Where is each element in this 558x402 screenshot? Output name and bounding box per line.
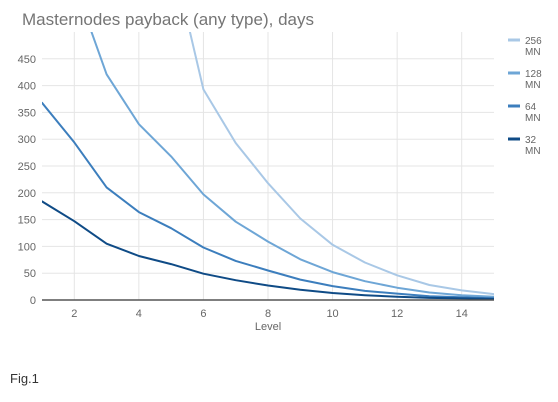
y-tick-label: 200 (18, 188, 36, 200)
x-tick-label: 6 (200, 308, 206, 320)
legend-item: 32 MN (508, 135, 541, 157)
legend-item: 256 MN (508, 36, 542, 58)
y-tick-label: 400 (18, 81, 36, 93)
series-line (90, 32, 494, 298)
legend-label: 64 MN (525, 102, 541, 124)
series-line (42, 101, 494, 300)
y-tick-label: 100 (18, 241, 36, 253)
x-tick-label: 8 (265, 308, 271, 320)
x-tick-label: 2 (71, 308, 77, 320)
chart: 0 50 100 150 200 250 300 350 400 450 2 4 6 8 10 12 14 25… (18, 10, 542, 333)
figure-caption: Fig.1 (10, 371, 39, 386)
x-tick-label: 10 (326, 308, 338, 320)
legend: 256 MN 128 MN 64 MN 32 MN (508, 36, 542, 157)
legend-label: 128 MN (525, 69, 542, 91)
y-tick-label: 300 (18, 134, 36, 146)
x-tick-label: 12 (391, 308, 403, 320)
chart-svg: 0 50 100 150 200 250 300 350 400 450 2 4 6 8 10 12 14 25… (18, 10, 542, 333)
series-layer (42, 32, 494, 300)
y-tick-label: 350 (18, 107, 36, 119)
series-line (188, 32, 494, 296)
series-clip-group (42, 32, 494, 300)
x-tick-label: 4 (136, 308, 142, 320)
y-tick-label: 250 (18, 161, 36, 173)
legend-label: 32 MN (525, 135, 541, 157)
legend-item: 128 MN (508, 69, 542, 91)
y-tick-label: 0 (30, 295, 36, 307)
grid-layer (42, 32, 494, 300)
x-tick-label: 14 (456, 308, 468, 320)
axis-layer: 0 50 100 150 200 250 300 350 400 450 2 4 6 8 10 12 14 (18, 54, 494, 320)
legend-item: 64 MN (508, 102, 541, 124)
series-line (42, 200, 494, 300)
x-axis-title: Level (255, 321, 281, 333)
y-tick-label: 150 (18, 215, 36, 227)
legend-label: 256 MN (525, 36, 542, 58)
y-tick-label: 50 (24, 268, 36, 280)
chart-title: Masternodes payback (any type), days (22, 10, 314, 29)
y-tick-label: 450 (18, 54, 36, 66)
